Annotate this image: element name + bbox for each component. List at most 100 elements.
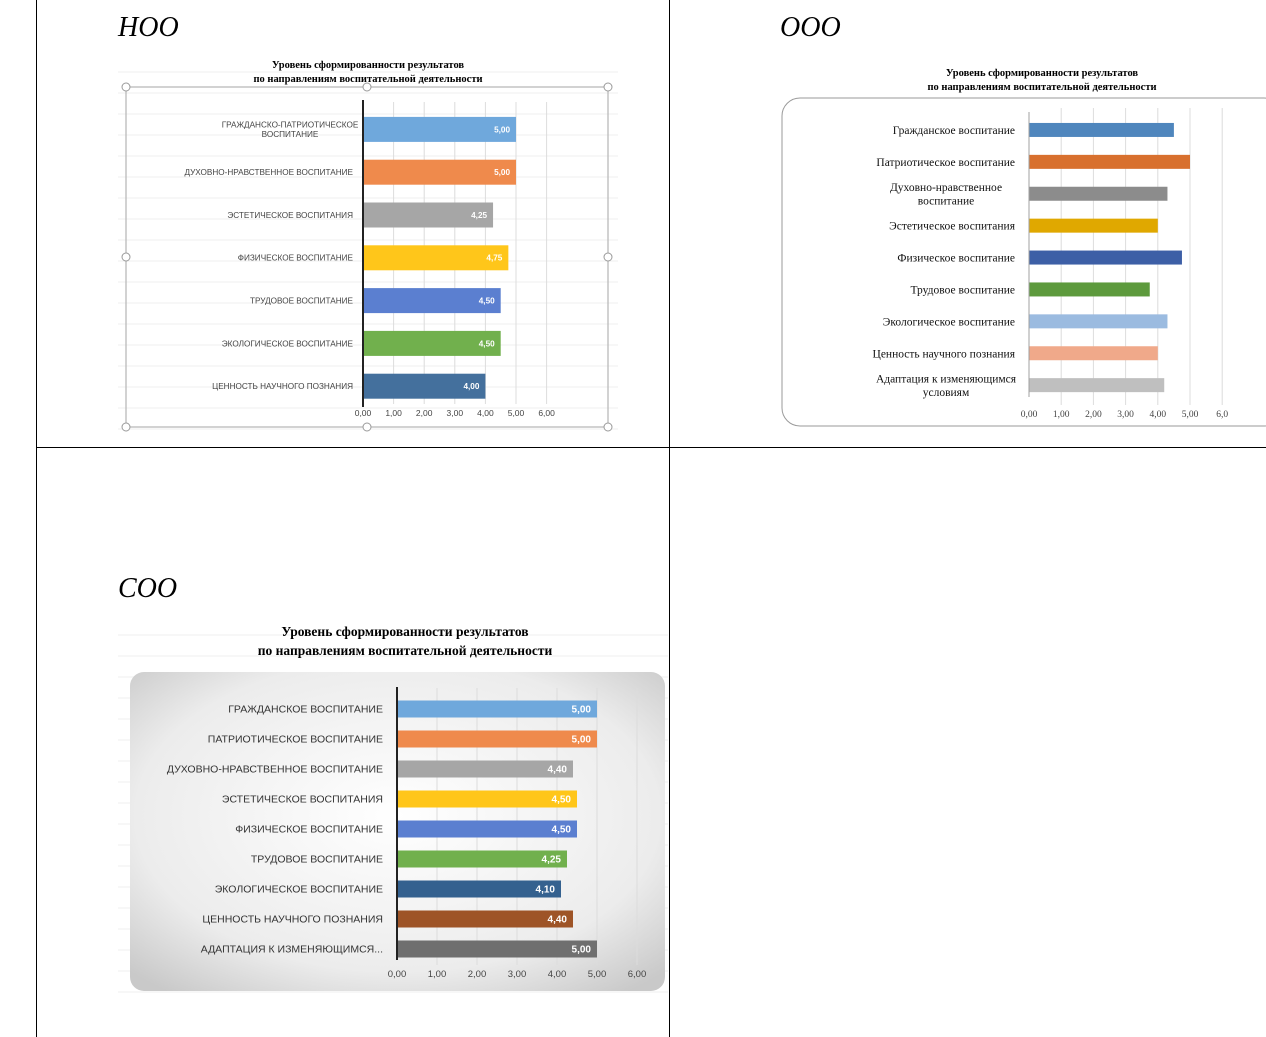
x-tick-label: 4,00 (548, 969, 567, 980)
bar (363, 288, 501, 314)
bar (1029, 314, 1168, 329)
x-tick-label: 2,00 (1085, 410, 1102, 420)
bar (397, 700, 597, 718)
category-label: Эстетическое воспитания (889, 221, 1016, 233)
chart-title-line: по направлениям воспитательной деятельно… (258, 643, 553, 658)
category-label: ЦЕННОСТЬ НАУЧНОГО ПОЗНАНИЯ (202, 914, 383, 926)
bar (397, 820, 577, 838)
category-label: ГРАЖДАНСКО-ПАТРИОТИЧЕСКОЕ (222, 121, 359, 130)
category-label: Трудовое воспитание (910, 284, 1015, 296)
category-label: АДАПТАЦИЯ К ИЗМЕНЯЮЩИМСЯ... (201, 944, 383, 956)
chart-title-line: Уровень сформированности результатов (946, 68, 1139, 79)
data-label: 5,00 (572, 705, 592, 716)
bar (397, 850, 567, 868)
x-tick-label: 0,00 (355, 408, 372, 418)
x-tick-label: 1,00 (385, 408, 402, 418)
bar (397, 880, 561, 898)
bar (1029, 218, 1158, 233)
category-label: Адаптация к изменяющимся (876, 374, 1017, 386)
noo-chart: Уровень сформированности результатов по … (118, 52, 618, 437)
ooo-chart: Уровень сформированности результатов по … (776, 52, 1266, 430)
bar (1029, 378, 1165, 393)
x-tick-label: 5,00 (1182, 410, 1199, 420)
category-label: воспитание (918, 195, 974, 207)
category-label: ЭКОЛОГИЧЕСКОЕ ВОСПИТАНИЕ (215, 884, 383, 896)
bar (397, 910, 573, 928)
category-label: ДУХОВНО-НРАВСТВЕННОЕ ВОСПИТАНИЕ (184, 168, 353, 177)
category-label: ТРУДОВОЕ ВОСПИТАНИЕ (251, 854, 383, 866)
x-tick-label: 0,00 (1021, 410, 1038, 420)
data-label: 4,00 (463, 382, 479, 391)
chart-title-line: Уровень сформированности результатов (281, 624, 528, 639)
category-label: ЭСТЕТИЧЕСКОЕ ВОСПИТАНИЯ (227, 211, 353, 220)
x-tick-label: 1,00 (1053, 410, 1070, 420)
bar (1029, 122, 1174, 137)
data-label: 4,50 (552, 795, 572, 806)
category-label: ЭСТЕТИЧЕСКОЕ ВОСПИТАНИЯ (222, 794, 383, 806)
category-label: ЦЕННОСТЬ НАУЧНОГО ПОЗНАНИЯ (212, 382, 353, 391)
bar (363, 159, 516, 185)
category-label: условиям (923, 387, 970, 399)
category-label: ЭКОЛОГИЧЕСКОЕ ВОСПИТАНИЕ (222, 339, 354, 348)
x-tick-label: 4,00 (1149, 410, 1166, 420)
bar (1029, 346, 1158, 361)
bar (397, 730, 597, 748)
category-label: ФИЗИЧЕСКОЕ ВОСПИТАНИЕ (235, 824, 383, 836)
data-label: 5,00 (572, 735, 592, 746)
bar (1029, 154, 1190, 169)
data-label: 4,50 (479, 339, 495, 348)
data-label: 4,75 (486, 254, 502, 263)
data-label: 5,00 (494, 125, 510, 134)
category-label: Патриотическое воспитание (876, 157, 1015, 169)
category-label: ПАТРИОТИЧЕСКОЕ ВОСПИТАНИЕ (208, 734, 383, 746)
chart-title-line: по направлениям воспитательной деятельно… (927, 82, 1156, 93)
data-label: 4,25 (471, 211, 487, 220)
bar (363, 330, 501, 356)
data-label: 4,40 (548, 915, 568, 926)
x-tick-label: 2,00 (416, 408, 433, 418)
soo-label: СОО (118, 573, 178, 604)
x-tick-label: 3,00 (447, 408, 464, 418)
data-label: 5,00 (494, 168, 510, 177)
x-tick-label: 6,0 (1216, 410, 1228, 420)
x-tick-label: 3,00 (508, 969, 527, 980)
x-tick-label: 5,00 (588, 969, 607, 980)
x-tick-label: 4,00 (477, 408, 494, 418)
category-label: Духовно-нравственное (890, 182, 1002, 194)
bar (397, 940, 597, 958)
chart-title-line: по направлениям воспитательной деятельно… (253, 74, 482, 85)
category-label: Гражданское воспитание (893, 125, 1015, 137)
data-label: 4,40 (548, 765, 568, 776)
x-tick-label: 0,00 (388, 969, 407, 980)
chart-title-line: Уровень сформированности результатов (272, 60, 465, 71)
category-label: ДУХОВНО-НРАВСТВЕННОЕ ВОСПИТАНИЕ (167, 764, 383, 776)
bar (1029, 186, 1168, 201)
ooo-label: ООО (780, 12, 841, 43)
category-label: ТРУДОВОЕ ВОСПИТАНИЕ (250, 296, 354, 305)
bar (363, 116, 516, 142)
table-vertical-divider (669, 0, 670, 1037)
table-horizontal-divider (36, 447, 1266, 448)
noo-label: НОО (118, 12, 179, 43)
soo-chart: Уровень сформированности результатов по … (118, 615, 668, 995)
x-tick-label: 5,00 (508, 408, 525, 418)
data-label: 5,00 (572, 945, 592, 956)
category-label: Экологическое воспитание (883, 316, 1015, 328)
x-tick-label: 1,00 (428, 969, 447, 980)
bar (363, 202, 494, 228)
x-tick-label: 2,00 (468, 969, 487, 980)
data-label: 4,25 (542, 855, 562, 866)
data-label: 4,50 (552, 825, 572, 836)
category-label: Ценность научного познания (873, 348, 1016, 360)
category-label: Физическое воспитание (897, 253, 1015, 265)
bar (397, 790, 577, 808)
x-tick-label: 3,00 (1117, 410, 1134, 420)
bar (397, 760, 573, 778)
x-tick-label: 6,00 (628, 969, 647, 980)
bar (1029, 250, 1182, 265)
category-label: ГРАЖДАНСКОЕ ВОСПИТАНИЕ (228, 704, 383, 716)
table-grid (36, 0, 1266, 1037)
bar (1029, 282, 1150, 297)
data-label: 4,50 (479, 296, 495, 305)
data-label: 4,10 (536, 885, 556, 896)
